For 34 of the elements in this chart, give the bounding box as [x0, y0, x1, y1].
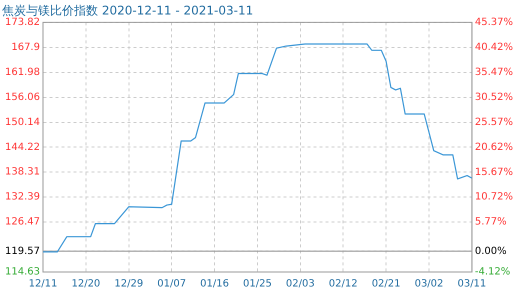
y2-tick-label: 40.42% — [474, 42, 514, 53]
x-tick-label: 02/12 — [328, 278, 358, 290]
y-tick-label: 161.98 — [4, 66, 40, 78]
y2-tick-label: 10.72% — [474, 192, 514, 203]
y2-tick-label: 45.37% — [474, 16, 514, 28]
x-tick-label: 12/29 — [114, 278, 144, 290]
y-tick-label: 119.57 — [4, 246, 40, 257]
y2-tick-label: -4.12% — [474, 266, 510, 278]
x-tick-label: 01/16 — [200, 278, 229, 290]
x-tick-label: 02/03 — [286, 278, 315, 290]
y-tick-label: 173.82 — [4, 16, 40, 28]
x-tick-label: 03/11 — [457, 278, 486, 290]
x-tick-label: 03/02 — [414, 278, 444, 290]
y2-tick-label: 30.52% — [474, 92, 514, 103]
x-tick-label: 01/07 — [157, 278, 186, 290]
x-tick-label: 12/11 — [28, 278, 58, 290]
y-tick-label: 150.14 — [4, 116, 40, 128]
y-tick-label: 114.63 — [4, 266, 40, 278]
y2-tick-label: 25.57% — [474, 116, 514, 128]
y-tick-label: 167.9 — [11, 42, 40, 53]
y-tick-label: 138.31 — [4, 166, 40, 178]
y-tick-label: 132.39 — [4, 192, 40, 203]
x-tick-label: 12/20 — [71, 278, 100, 290]
y2-tick-label: 15.67% — [474, 166, 514, 178]
y-tick-label: 144.22 — [4, 142, 40, 153]
chart-title: 焦炭与镁比价指数 2020-12-11 - 2021-03-11 — [2, 3, 254, 18]
y-tick-label: 156.06 — [4, 92, 40, 103]
y-tick-label: 126.47 — [4, 216, 40, 228]
y2-tick-label: 5.77% — [474, 216, 507, 228]
y2-tick-label: 0.00% — [474, 246, 507, 257]
y2-tick-label: 35.47% — [474, 66, 514, 78]
y2-tick-label: 20.62% — [474, 142, 514, 153]
x-tick-label: 01/25 — [243, 278, 272, 290]
x-tick-label: 02/21 — [372, 278, 401, 290]
